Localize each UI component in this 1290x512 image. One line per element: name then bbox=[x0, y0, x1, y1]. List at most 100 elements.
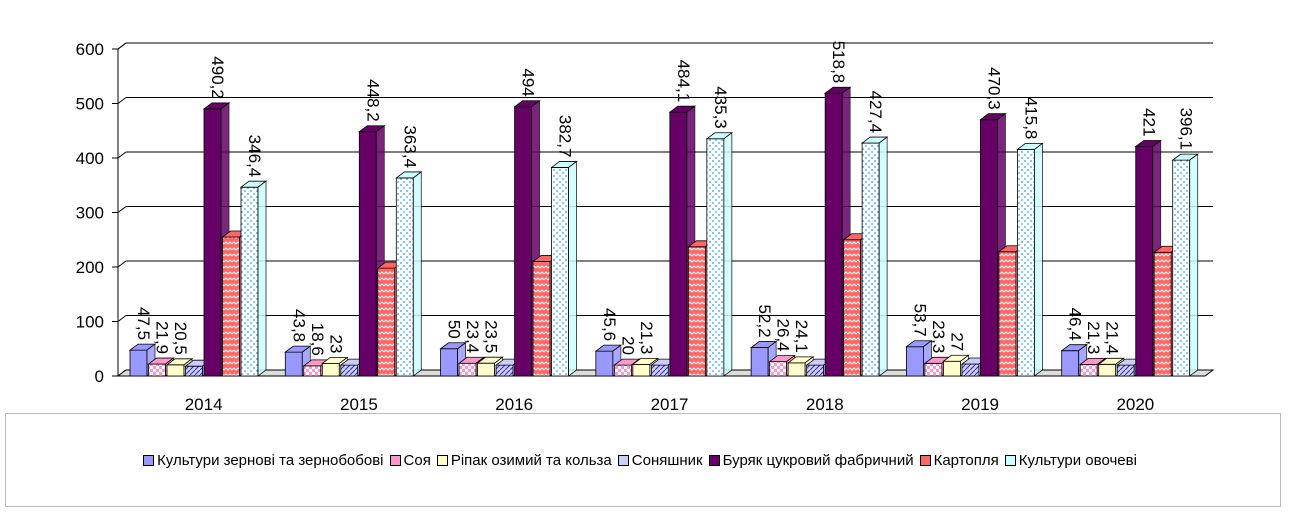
bar bbox=[843, 239, 862, 377]
bar bbox=[924, 362, 943, 377]
data-label: 18,6 bbox=[308, 323, 327, 356]
legend-label: Ріпак озимий та кольза bbox=[450, 451, 612, 469]
bar bbox=[321, 363, 340, 377]
grid-line-side bbox=[117, 206, 127, 213]
bar bbox=[943, 360, 961, 377]
data-label: 43,8 bbox=[289, 309, 308, 342]
bar bbox=[824, 92, 843, 377]
legend-item: Картопля bbox=[919, 451, 999, 469]
data-label: 23,4 bbox=[463, 320, 482, 353]
bar bbox=[769, 361, 788, 377]
legend-label: Соя bbox=[403, 451, 431, 469]
legend-swatch bbox=[436, 454, 448, 466]
data-label: 427,4 bbox=[866, 91, 885, 134]
bar-side bbox=[878, 136, 888, 377]
data-label: 435,3 bbox=[711, 86, 730, 129]
bar bbox=[961, 363, 980, 377]
bar bbox=[284, 351, 303, 377]
x-tick-label: 2018 bbox=[806, 395, 844, 410]
x-tick-label: 2015 bbox=[340, 395, 378, 410]
grid-line-side bbox=[117, 315, 127, 322]
data-label: 23 bbox=[326, 335, 345, 354]
y-tick-label: 0 bbox=[95, 367, 104, 386]
data-label: 363,4 bbox=[400, 125, 419, 168]
bar bbox=[1098, 363, 1117, 377]
bar bbox=[551, 167, 569, 377]
grid-line-side bbox=[117, 42, 127, 50]
data-label: 50 bbox=[445, 320, 464, 339]
bar bbox=[477, 362, 495, 377]
bar bbox=[906, 346, 924, 377]
data-label: 21,3 bbox=[1084, 321, 1103, 354]
y-tick-label: 100 bbox=[76, 313, 104, 332]
legend-label: Картопля bbox=[933, 451, 999, 469]
bar-side bbox=[412, 171, 422, 377]
data-label: 20 bbox=[618, 336, 637, 355]
bar bbox=[595, 350, 614, 377]
grid-line-side bbox=[117, 260, 127, 268]
bar bbox=[806, 364, 825, 377]
bar bbox=[1061, 350, 1080, 377]
data-label: 52,2 bbox=[755, 304, 774, 337]
bar bbox=[687, 246, 706, 377]
data-label: 396,1 bbox=[1177, 108, 1196, 151]
legend-item: Буряк цукровий фабричний bbox=[708, 451, 914, 469]
bar bbox=[340, 364, 359, 377]
bar bbox=[1017, 148, 1035, 377]
data-label: 470,3 bbox=[984, 67, 1003, 110]
y-tick-label: 400 bbox=[76, 149, 104, 168]
chart: 0 100 200 300 400 500 600 2014 2015 2016 2017 2018 2… bbox=[76, 40, 1215, 414]
data-label: 23,3 bbox=[929, 320, 948, 353]
bar bbox=[998, 251, 1017, 377]
legend-label: Культури овочеві bbox=[1018, 451, 1137, 469]
legend-label: Соняшник bbox=[631, 451, 703, 469]
grid-line-side bbox=[117, 97, 127, 104]
legend-label: Буряк цукровий фабричний bbox=[722, 451, 914, 469]
data-label: 494 bbox=[519, 68, 538, 96]
bar bbox=[458, 362, 477, 377]
bar bbox=[395, 177, 414, 377]
y-tick-label: 200 bbox=[76, 258, 104, 277]
data-label: 53,7 bbox=[910, 304, 929, 337]
bar bbox=[440, 348, 458, 377]
x-tick-label: 2017 bbox=[651, 395, 689, 410]
legend-swatch bbox=[389, 454, 401, 466]
x-tick-label: 2014 bbox=[185, 395, 223, 410]
bar-side bbox=[1034, 142, 1043, 377]
bar bbox=[1172, 159, 1191, 377]
bar bbox=[240, 186, 259, 377]
legend-item: Культури зернові та зернобобові bbox=[143, 452, 384, 469]
data-label: 47,5 bbox=[134, 307, 153, 340]
bar bbox=[166, 364, 185, 377]
x-tick-label: 2016 bbox=[495, 395, 533, 410]
data-label: 23,5 bbox=[482, 320, 501, 353]
data-label: 21,4 bbox=[1103, 321, 1122, 354]
y-tick-label: 500 bbox=[76, 95, 104, 114]
bar bbox=[706, 138, 725, 377]
data-label: 20,5 bbox=[171, 322, 190, 355]
data-label: 27 bbox=[947, 332, 966, 351]
bar bbox=[787, 362, 806, 377]
bar bbox=[650, 364, 669, 377]
data-label: 484,1 bbox=[674, 60, 693, 103]
legend-swatch bbox=[1004, 454, 1016, 466]
bar bbox=[1079, 363, 1098, 377]
bar bbox=[980, 119, 998, 377]
bar bbox=[1153, 251, 1172, 377]
grid-line-side bbox=[117, 151, 127, 159]
bar bbox=[861, 142, 880, 377]
bar bbox=[129, 349, 148, 377]
legend-item: Соя bbox=[389, 451, 431, 469]
bar bbox=[377, 267, 396, 377]
bar bbox=[222, 236, 240, 377]
bar bbox=[669, 111, 688, 377]
bar bbox=[632, 363, 651, 377]
data-label: 24,1 bbox=[792, 320, 811, 353]
y-tick-label: 600 bbox=[76, 40, 104, 59]
bar bbox=[613, 364, 632, 377]
data-label: 346,4 bbox=[245, 135, 264, 178]
legend-swatch bbox=[708, 454, 720, 466]
data-label: 21,9 bbox=[153, 321, 172, 354]
legend: Культури зернові та зернобобові Соя Ріпак … bbox=[5, 413, 1281, 507]
bar bbox=[148, 363, 166, 377]
